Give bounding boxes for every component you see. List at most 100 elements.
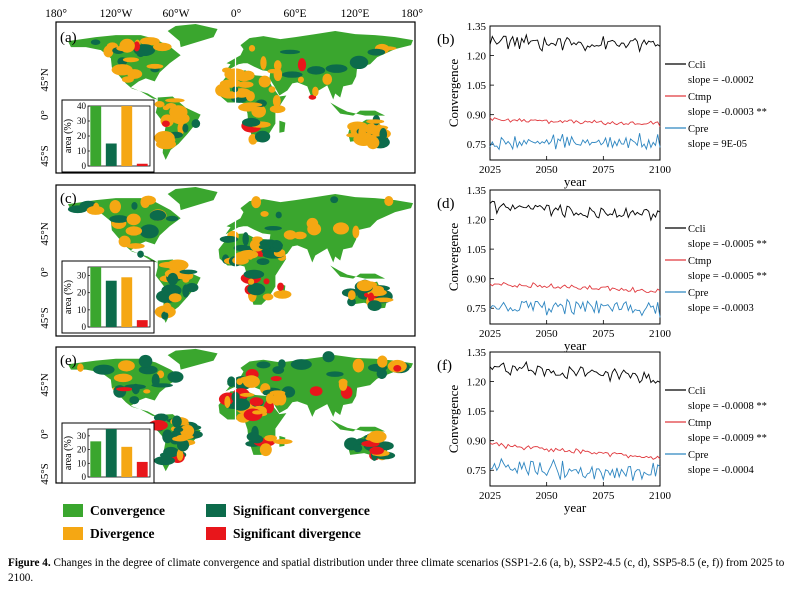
- map-patch: [167, 272, 179, 286]
- map-frame: [55, 346, 416, 484]
- map-patch: [143, 389, 151, 394]
- ytick-label: 1.35: [467, 21, 487, 33]
- series-line: [489, 33, 661, 54]
- map-patch: [308, 94, 317, 100]
- legend-series-name: Cpre: [688, 124, 709, 135]
- legend-slope: slope = -0.0003: [688, 303, 754, 314]
- map-patch: [256, 361, 271, 369]
- map-patch: [258, 75, 271, 88]
- map-patch: [126, 243, 145, 249]
- xtick-label: 2100: [649, 328, 672, 340]
- legend-slope: slope = 9E-05: [688, 139, 747, 150]
- map-patch: [136, 49, 145, 58]
- map-patch: [153, 42, 172, 52]
- map-patch: [312, 86, 319, 97]
- map-patch: [92, 202, 100, 213]
- map-patch: [180, 424, 195, 438]
- map-patch: [165, 215, 179, 222]
- map-patch: [243, 269, 265, 279]
- series-line: [489, 360, 661, 384]
- ytick-label: 1.05: [467, 244, 487, 256]
- map-patch: [367, 48, 386, 56]
- map-patch: [122, 57, 139, 63]
- map-patch: [137, 250, 144, 258]
- map-patch: [176, 438, 190, 452]
- map-patch: [140, 195, 156, 206]
- map-patch: [251, 104, 266, 118]
- inset-ylabel: area (%): [63, 436, 74, 470]
- map-patch: [262, 293, 274, 301]
- map-patch: [163, 446, 179, 458]
- world-map-a: [67, 22, 414, 173]
- map-patch: [153, 413, 169, 422]
- map-patch: [246, 432, 260, 442]
- inset-ytick-label: 20: [77, 131, 87, 141]
- map-patch: [149, 210, 167, 221]
- inset-ytick-label: 0: [82, 322, 87, 332]
- y-axis-label: Convergence: [446, 59, 461, 128]
- map-patch: [326, 371, 344, 377]
- map-patch: [260, 211, 269, 217]
- map-patch: [297, 76, 304, 83]
- map-patch: [360, 126, 382, 132]
- legend-slope: slope = -0.0005 **: [688, 239, 767, 250]
- inset-ytick-label: 40: [77, 101, 87, 111]
- map-patch: [118, 235, 131, 248]
- longitude-labels: 180° 120°W 60°W 0° 60°E 120°E 180°: [45, 8, 423, 20]
- legend-swatch-divergence: [63, 527, 83, 540]
- ytick-label: 1.20: [467, 377, 487, 389]
- ytick-label: 0.90: [467, 110, 487, 122]
- figure-caption: Figure 4. Changes in the degree of clima…: [8, 556, 793, 586]
- inset-ytick-label: 20: [77, 445, 87, 455]
- lat-label: 45°N: [39, 222, 51, 245]
- map-patch: [231, 398, 251, 411]
- lat-label: 0°: [39, 267, 51, 277]
- legend-slope: slope = -0.0002: [688, 75, 754, 86]
- xtick-label: 2075: [592, 490, 615, 502]
- x-axis-label: year: [564, 174, 587, 189]
- land-mass: [225, 31, 414, 100]
- map-patch: [129, 396, 140, 405]
- inset-ytick-label: 0: [82, 161, 87, 171]
- series-line: [489, 117, 661, 127]
- series-line: [489, 200, 661, 222]
- x-axis-label: year: [564, 338, 587, 353]
- map-patch: [239, 392, 255, 397]
- map-patch: [275, 391, 287, 406]
- map-patch: [269, 105, 286, 114]
- panel-label: (b): [437, 32, 455, 48]
- lat-labels: 45°N 0° 45°S: [39, 373, 51, 484]
- inset-ytick-label: 30: [77, 431, 87, 441]
- lat-label: 45°N: [39, 373, 51, 396]
- map-patch: [273, 67, 283, 82]
- map-patch: [146, 63, 164, 69]
- map-patch: [258, 244, 271, 250]
- inset-ytick-label: 10: [77, 146, 87, 156]
- map-patch: [90, 39, 101, 45]
- map-patch: [154, 101, 165, 108]
- panel-label: (f): [437, 358, 452, 374]
- map-patch: [384, 196, 394, 207]
- map-patch: [260, 56, 267, 70]
- ytick-label: 1.20: [467, 215, 487, 227]
- map-patch: [126, 213, 141, 226]
- map-patch: [116, 387, 133, 392]
- map-patch: [325, 64, 348, 73]
- map-patch: [161, 120, 170, 128]
- xtick-label: 2075: [592, 328, 615, 340]
- map-patch: [131, 201, 138, 210]
- map-patch: [251, 196, 262, 209]
- legend-series-name: Ctmp: [688, 256, 711, 267]
- map-patch: [241, 102, 263, 108]
- lon-label: 120°W: [100, 8, 133, 20]
- map-patch: [173, 427, 184, 433]
- series-line: [489, 282, 661, 294]
- inset-ytick-label: 10: [77, 458, 87, 468]
- map-frame: [55, 184, 416, 337]
- map-patch: [165, 103, 177, 109]
- map-patch: [121, 76, 134, 83]
- inset-plot-box: [87, 428, 151, 478]
